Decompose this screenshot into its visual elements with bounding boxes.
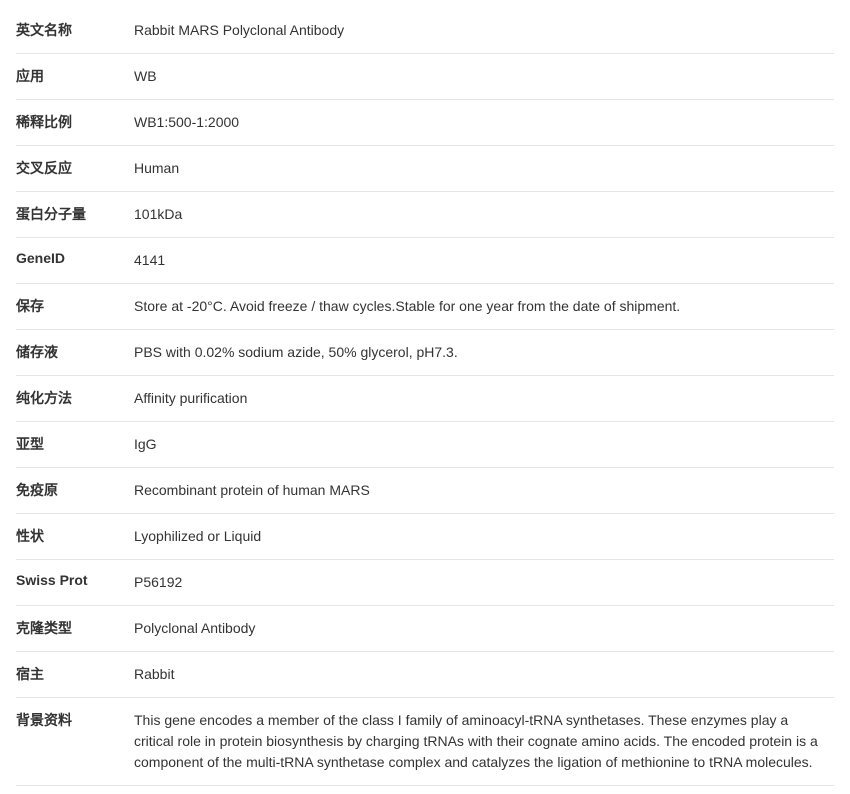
spec-row: 宿主 Rabbit [16, 652, 834, 698]
spec-label: 免疫原 [16, 468, 134, 514]
spec-row: 交叉反应 Human [16, 146, 834, 192]
spec-label: 应用 [16, 54, 134, 100]
spec-row: 储存液 PBS with 0.02% sodium azide, 50% gly… [16, 330, 834, 376]
spec-value: 101kDa [134, 192, 834, 238]
spec-row: 克隆类型 Polyclonal Antibody [16, 606, 834, 652]
spec-row: 英文名称 Rabbit MARS Polyclonal Antibody [16, 8, 834, 54]
spec-label: 蛋白分子量 [16, 192, 134, 238]
spec-value: WB [134, 54, 834, 100]
spec-row: 蛋白分子量 101kDa [16, 192, 834, 238]
spec-value: Recombinant protein of human MARS [134, 468, 834, 514]
spec-value: Polyclonal Antibody [134, 606, 834, 652]
spec-row: 背景资料 This gene encodes a member of the c… [16, 698, 834, 786]
spec-label: GeneID [16, 238, 134, 284]
spec-label: 稀释比例 [16, 100, 134, 146]
spec-value: Affinity purification [134, 376, 834, 422]
spec-value: PBS with 0.02% sodium azide, 50% glycero… [134, 330, 834, 376]
spec-value: 4141 [134, 238, 834, 284]
spec-row: 保存 Store at -20°C. Avoid freeze / thaw c… [16, 284, 834, 330]
spec-label: 储存液 [16, 330, 134, 376]
spec-value: P56192 [134, 560, 834, 606]
spec-row: 稀释比例 WB1:500-1:2000 [16, 100, 834, 146]
spec-table-body: 英文名称 Rabbit MARS Polyclonal Antibody 应用 … [16, 8, 834, 786]
spec-row: Swiss Prot P56192 [16, 560, 834, 606]
spec-label: 保存 [16, 284, 134, 330]
spec-value: Lyophilized or Liquid [134, 514, 834, 560]
spec-label: 纯化方法 [16, 376, 134, 422]
spec-row: 免疫原 Recombinant protein of human MARS [16, 468, 834, 514]
spec-row: 应用 WB [16, 54, 834, 100]
spec-value: Rabbit [134, 652, 834, 698]
spec-row: 性状 Lyophilized or Liquid [16, 514, 834, 560]
spec-value: Human [134, 146, 834, 192]
spec-label: 性状 [16, 514, 134, 560]
product-spec-table: 英文名称 Rabbit MARS Polyclonal Antibody 应用 … [16, 8, 834, 786]
spec-row: 纯化方法 Affinity purification [16, 376, 834, 422]
spec-value: IgG [134, 422, 834, 468]
spec-value: Store at -20°C. Avoid freeze / thaw cycl… [134, 284, 834, 330]
spec-row: 亚型 IgG [16, 422, 834, 468]
spec-value: WB1:500-1:2000 [134, 100, 834, 146]
spec-label: 英文名称 [16, 8, 134, 54]
spec-label: 亚型 [16, 422, 134, 468]
spec-label: 背景资料 [16, 698, 134, 786]
spec-label: Swiss Prot [16, 560, 134, 606]
spec-value: This gene encodes a member of the class … [134, 698, 834, 786]
spec-label: 交叉反应 [16, 146, 134, 192]
spec-row: GeneID 4141 [16, 238, 834, 284]
spec-label: 宿主 [16, 652, 134, 698]
spec-value: Rabbit MARS Polyclonal Antibody [134, 8, 834, 54]
spec-label: 克隆类型 [16, 606, 134, 652]
